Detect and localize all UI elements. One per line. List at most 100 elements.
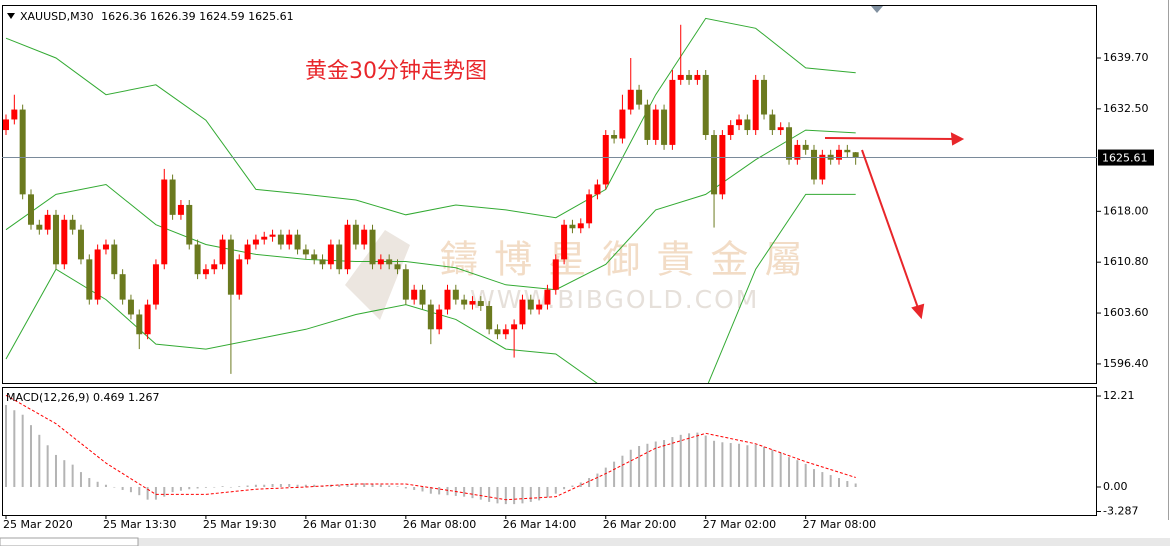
- candle-body: [702, 74, 709, 136]
- macd-bar: [104, 484, 107, 487]
- macd-bar: [488, 486, 491, 502]
- macd-bar: [63, 460, 66, 487]
- candle-body: [786, 127, 793, 160]
- macd-bar: [288, 484, 291, 487]
- candle-body: [594, 184, 601, 195]
- candle-body: [477, 301, 484, 306]
- macd-bar: [13, 410, 16, 487]
- macd-bar: [796, 460, 799, 487]
- candle-body: [244, 244, 251, 260]
- candle-body: [669, 79, 676, 145]
- candle-body: [144, 304, 151, 335]
- signal-value: 1.267: [128, 391, 160, 404]
- y-tick-label: 0.00: [1103, 480, 1128, 493]
- macd-bar: [421, 486, 424, 492]
- macd-bar: [71, 464, 74, 487]
- macd-bar: [496, 486, 499, 504]
- macd-plot: [5, 394, 857, 505]
- candle-body: [377, 259, 384, 265]
- y-tick-label: 1596.40: [1103, 357, 1149, 370]
- header-close: 1625.61: [248, 10, 294, 23]
- x-tick-label: 26 Mar 01:30: [303, 518, 376, 531]
- menu-triangle[interactable]: [7, 13, 15, 19]
- macd-bar: [596, 473, 599, 487]
- candle-body: [227, 239, 234, 295]
- candle-body: [319, 259, 326, 265]
- macd-bar: [463, 486, 466, 497]
- macd-bar: [29, 425, 32, 487]
- candle-body: [719, 135, 726, 195]
- candle-body: [486, 305, 493, 330]
- x-tick-label: 26 Mar 14:00: [503, 518, 576, 531]
- macd-bar: [654, 441, 657, 487]
- candle-body: [769, 114, 776, 131]
- scrollbar: [0, 538, 1170, 546]
- scrollbar-tab[interactable]: [0, 537, 139, 546]
- candle-body: [169, 179, 176, 215]
- price-label: 1625.61: [1102, 152, 1148, 165]
- candle-body: [27, 194, 34, 225]
- macd-bar: [371, 484, 374, 487]
- candle-body: [811, 149, 818, 180]
- candle-body: [194, 244, 201, 275]
- candle-body: [11, 109, 18, 120]
- candle-body: [36, 224, 43, 230]
- macd-bar: [613, 461, 616, 487]
- macd-bar: [629, 449, 632, 487]
- candle-body: [52, 214, 59, 265]
- macd-bar: [679, 434, 682, 487]
- candle-body: [136, 314, 143, 335]
- candle-body: [394, 264, 401, 270]
- macd-bar: [604, 467, 607, 487]
- macd-bar: [838, 478, 840, 487]
- macd-bar: [21, 414, 24, 487]
- macd-bar: [529, 486, 532, 502]
- macd-bar: [546, 486, 549, 498]
- x-tick-label: 27 Mar 08:00: [803, 518, 876, 531]
- macd-bar: [638, 446, 641, 487]
- macd-bar: [621, 455, 624, 487]
- macd-bar: [779, 452, 782, 487]
- candle-body: [744, 119, 751, 131]
- candle-body: [836, 149, 842, 160]
- watermark-logo: [345, 230, 410, 320]
- candle-body: [294, 234, 301, 250]
- macd-bar: [504, 486, 507, 505]
- candle-body: [502, 329, 509, 335]
- macd-bar: [213, 486, 216, 488]
- symbol-header: XAUUSD,M30 1626.36 1626.39 1624.59 1625.…: [20, 10, 294, 23]
- macd-bar: [271, 484, 274, 487]
- x-tick-label: 25 Mar 13:30: [103, 518, 176, 531]
- macd-bar: [729, 443, 732, 487]
- candle-body: [619, 109, 626, 139]
- macd-bar: [246, 485, 249, 487]
- macd-bar: [746, 445, 749, 487]
- candle-body: [177, 204, 184, 215]
- candle-body: [327, 244, 334, 265]
- macd-bar: [854, 483, 857, 487]
- macd-bar: [438, 486, 441, 495]
- candle-body: [644, 104, 651, 140]
- candle-body: [19, 109, 26, 195]
- macd-bar: [154, 486, 157, 500]
- candle-body: [119, 274, 126, 300]
- macd-bar: [588, 478, 591, 487]
- x-tick-label: 25 Mar 19:30: [203, 518, 276, 531]
- candle-body: [336, 244, 343, 270]
- macd-bar: [171, 486, 174, 493]
- macd-bar: [721, 442, 724, 487]
- candle-body: [61, 219, 68, 265]
- candle-body: [819, 154, 826, 180]
- candle-body: [561, 224, 568, 260]
- candle-body: [511, 324, 518, 330]
- macd-bar: [713, 440, 716, 487]
- candle-body: [86, 259, 93, 300]
- macd-bar: [79, 472, 82, 487]
- candle-body: [152, 264, 159, 305]
- candle-body: [211, 264, 218, 270]
- candle-body: [311, 254, 318, 260]
- candle-body: [577, 223, 584, 229]
- signal-line: [5, 394, 856, 501]
- shift-marker[interactable]: [871, 6, 883, 13]
- macd-bar: [396, 486, 399, 487]
